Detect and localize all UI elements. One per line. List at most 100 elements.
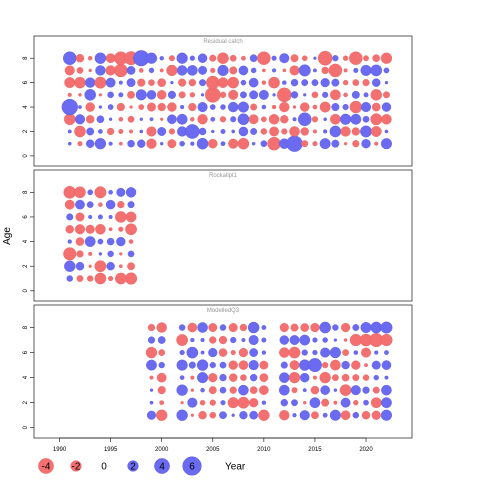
data-point bbox=[372, 54, 381, 63]
data-point bbox=[278, 384, 290, 396]
data-point bbox=[189, 92, 196, 98]
data-point bbox=[166, 64, 178, 77]
data-point bbox=[75, 199, 85, 210]
data-point bbox=[291, 387, 298, 394]
data-point bbox=[317, 50, 333, 66]
data-point bbox=[384, 81, 389, 85]
data-point bbox=[115, 211, 127, 223]
data-point bbox=[289, 360, 300, 370]
data-point bbox=[200, 93, 205, 97]
data-point bbox=[384, 350, 389, 355]
data-point bbox=[271, 55, 277, 61]
data-point bbox=[219, 91, 227, 99]
data-point bbox=[228, 323, 238, 332]
data-point bbox=[65, 225, 74, 234]
data-point bbox=[360, 125, 372, 138]
y-tick-label: 4 bbox=[23, 105, 29, 109]
legend-bubble bbox=[154, 458, 170, 474]
data-point bbox=[331, 374, 339, 382]
panels: Residual catch02468Rockallpt102468Modell… bbox=[23, 35, 413, 439]
data-point bbox=[117, 201, 125, 209]
data-point bbox=[277, 87, 292, 103]
data-point bbox=[372, 78, 381, 87]
data-point bbox=[259, 373, 269, 382]
data-point bbox=[248, 335, 259, 346]
data-point bbox=[312, 337, 318, 343]
data-point bbox=[227, 397, 239, 409]
data-point bbox=[251, 141, 256, 146]
data-point bbox=[290, 54, 299, 63]
data-point bbox=[373, 374, 379, 381]
data-point bbox=[199, 79, 207, 87]
data-point bbox=[211, 129, 215, 134]
data-point bbox=[312, 129, 318, 134]
data-point bbox=[138, 68, 144, 73]
data-point bbox=[197, 114, 208, 125]
data-point bbox=[297, 112, 312, 126]
data-point bbox=[321, 398, 330, 407]
data-point bbox=[298, 64, 311, 77]
data-point bbox=[74, 224, 86, 235]
data-point bbox=[230, 336, 237, 344]
data-point bbox=[107, 104, 114, 110]
data-point bbox=[340, 397, 351, 408]
data-point bbox=[187, 322, 198, 333]
data-point bbox=[237, 396, 250, 409]
data-point bbox=[238, 384, 249, 396]
data-point bbox=[107, 250, 114, 258]
data-point bbox=[353, 350, 359, 355]
data-point bbox=[343, 92, 348, 98]
data-point bbox=[261, 80, 267, 85]
data-point bbox=[88, 68, 92, 73]
data-point bbox=[342, 349, 349, 356]
data-point bbox=[248, 114, 259, 125]
data-point bbox=[176, 384, 188, 396]
data-point bbox=[322, 91, 329, 98]
data-point bbox=[353, 67, 359, 73]
data-point bbox=[279, 101, 290, 113]
data-point bbox=[167, 90, 176, 99]
data-point bbox=[260, 128, 268, 135]
data-point bbox=[229, 386, 237, 394]
data-point bbox=[322, 337, 328, 343]
data-point bbox=[261, 116, 267, 123]
data-point bbox=[88, 251, 93, 256]
data-point bbox=[196, 137, 209, 150]
data-point bbox=[227, 76, 239, 89]
data-point bbox=[384, 129, 389, 134]
data-point bbox=[300, 323, 310, 332]
data-point bbox=[230, 116, 237, 123]
data-point bbox=[107, 127, 115, 136]
data-point bbox=[332, 55, 339, 62]
data-point bbox=[218, 335, 228, 345]
data-point bbox=[200, 387, 205, 393]
data-point bbox=[301, 55, 308, 62]
data-point bbox=[269, 126, 279, 137]
data-point bbox=[360, 322, 372, 333]
data-point bbox=[260, 140, 268, 147]
data-point bbox=[261, 104, 267, 110]
data-point bbox=[237, 137, 250, 150]
data-point bbox=[200, 337, 205, 343]
legend-bubble bbox=[70, 460, 82, 472]
data-point bbox=[74, 76, 86, 89]
data-point bbox=[352, 374, 360, 382]
data-point bbox=[351, 90, 360, 99]
data-point bbox=[66, 213, 74, 221]
data-point bbox=[118, 92, 124, 98]
data-point bbox=[320, 385, 330, 395]
data-point bbox=[156, 90, 167, 100]
data-point bbox=[362, 115, 370, 123]
data-point bbox=[219, 411, 227, 420]
data-point bbox=[87, 55, 93, 61]
data-point bbox=[97, 238, 104, 245]
data-point bbox=[361, 139, 371, 149]
data-point bbox=[291, 399, 298, 407]
data-point bbox=[333, 400, 338, 405]
data-point bbox=[353, 400, 359, 406]
data-point bbox=[341, 373, 350, 382]
data-point bbox=[349, 100, 362, 114]
data-point bbox=[370, 397, 382, 409]
data-point bbox=[272, 93, 276, 97]
data-point bbox=[176, 52, 188, 64]
